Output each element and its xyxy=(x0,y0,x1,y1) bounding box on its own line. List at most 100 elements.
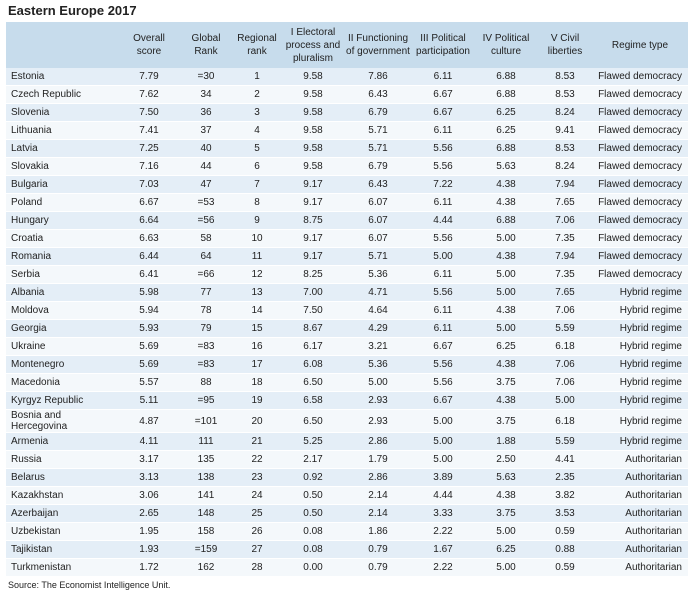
table-row: Romania 6.44 64 11 9.17 5.71 5.00 4.38 7.94 Flawe… xyxy=(6,247,688,266)
value-cell: 5.63 xyxy=(474,157,538,176)
value-cell: 1.79 xyxy=(344,450,412,469)
value-cell: 3 xyxy=(232,103,282,122)
value-cell: 8.75 xyxy=(282,211,344,230)
value-cell: 6.79 xyxy=(344,157,412,176)
value-cell: 9 xyxy=(232,211,282,230)
table-row: Turkmenistan 1.72 162 28 0.00 0.79 2.22 5.00 0.5… xyxy=(6,558,688,577)
header-row: Overall score Global Rank Regional rank I Elec… xyxy=(6,22,688,68)
value-cell: 64 xyxy=(180,247,232,266)
value-cell: 0.00 xyxy=(282,558,344,577)
value-cell: 9.17 xyxy=(282,247,344,266)
value-cell: =159 xyxy=(180,540,232,559)
value-cell: 2.86 xyxy=(344,432,412,451)
value-cell: 7.22 xyxy=(412,175,474,194)
value-cell: 5.71 xyxy=(344,139,412,158)
country-cell: Slovenia xyxy=(6,103,118,122)
regime-cell: Authoritarian xyxy=(592,558,688,577)
value-cell: 8.53 xyxy=(538,139,592,158)
country-cell: Estonia xyxy=(6,68,118,86)
value-cell: 5.36 xyxy=(344,265,412,284)
regime-cell: Authoritarian xyxy=(592,504,688,523)
header-line: pluralism xyxy=(292,52,333,64)
value-cell: 5.69 xyxy=(118,355,180,374)
value-cell: 1.72 xyxy=(118,558,180,577)
value-cell: 135 xyxy=(180,450,232,469)
header-line: III Political xyxy=(420,33,466,44)
value-cell: 9.58 xyxy=(282,157,344,176)
column-header: III Political participation xyxy=(412,22,474,68)
value-cell: 25 xyxy=(232,504,282,523)
value-cell: =83 xyxy=(180,355,232,374)
value-cell: 5.25 xyxy=(282,432,344,451)
regime-cell: Flawed democracy xyxy=(592,175,688,194)
column-header: IV Political culture xyxy=(474,22,538,68)
value-cell: 9.58 xyxy=(282,139,344,158)
table-row: Croatia 6.63 58 10 9.17 6.07 5.56 5.00 7.35 Flawe… xyxy=(6,229,688,248)
country-cell: Azerbaijan xyxy=(6,504,118,523)
value-cell: 4.38 xyxy=(474,301,538,320)
value-cell: 77 xyxy=(180,283,232,302)
value-cell: 6.67 xyxy=(412,337,474,356)
value-cell: 2.86 xyxy=(344,468,412,487)
value-cell: =101 xyxy=(180,409,232,433)
column-header: I Electoral process and pluralism xyxy=(282,22,344,68)
value-cell: 6 xyxy=(232,157,282,176)
value-cell: 5.00 xyxy=(474,265,538,284)
value-cell: 4.29 xyxy=(344,319,412,338)
value-cell: 21 xyxy=(232,432,282,451)
value-cell: 7 xyxy=(232,175,282,194)
value-cell: 2.14 xyxy=(344,486,412,505)
value-cell: =56 xyxy=(180,211,232,230)
value-cell: 7.62 xyxy=(118,85,180,104)
value-cell: 28 xyxy=(232,558,282,577)
value-cell: 4.38 xyxy=(474,391,538,410)
value-cell: 0.50 xyxy=(282,504,344,523)
value-cell: 2.35 xyxy=(538,468,592,487)
header-line: score xyxy=(136,46,162,57)
country-cell: Moldova xyxy=(6,301,118,320)
table-row: Poland 6.67 =53 8 9.17 6.07 6.11 4.38 7.65 Flawed… xyxy=(6,193,688,212)
regime-cell: Flawed democracy xyxy=(592,157,688,176)
header-line: I Electoral xyxy=(290,26,336,38)
value-cell: 7.50 xyxy=(282,301,344,320)
table-row: Georgia 5.93 79 15 8.67 4.29 6.11 5.00 5.59 Hybri… xyxy=(6,319,688,338)
country-cell: Tajikistan xyxy=(6,540,118,559)
header-line: participation xyxy=(416,46,470,57)
value-cell: 6.63 xyxy=(118,229,180,248)
value-cell: 0.50 xyxy=(282,486,344,505)
value-cell: 6.88 xyxy=(474,85,538,104)
regime-cell: Hybrid regime xyxy=(592,355,688,374)
value-cell: 88 xyxy=(180,373,232,392)
table-row: Hungary 6.64 =56 9 8.75 6.07 4.44 6.88 7.06 Flawe… xyxy=(6,211,688,230)
value-cell: 5.59 xyxy=(538,319,592,338)
value-cell: 5.00 xyxy=(412,247,474,266)
value-cell: 6.18 xyxy=(538,337,592,356)
header-line: of government xyxy=(346,46,410,57)
regime-cell: Flawed democracy xyxy=(592,103,688,122)
value-cell: 5.57 xyxy=(118,373,180,392)
regime-cell: Hybrid regime xyxy=(592,337,688,356)
header-line: Overall xyxy=(133,33,165,44)
value-cell: 20 xyxy=(232,409,282,433)
value-cell: 36 xyxy=(180,103,232,122)
value-cell: 6.25 xyxy=(474,103,538,122)
value-cell: 9.17 xyxy=(282,229,344,248)
value-cell: 40 xyxy=(180,139,232,158)
column-header: V Civil liberties xyxy=(538,22,592,68)
value-cell: 15 xyxy=(232,319,282,338)
value-cell: 5.00 xyxy=(344,373,412,392)
value-cell: 7.65 xyxy=(538,283,592,302)
value-cell: 1.86 xyxy=(344,522,412,541)
value-cell: 17 xyxy=(232,355,282,374)
value-cell: 7.06 xyxy=(538,301,592,320)
value-cell: 158 xyxy=(180,522,232,541)
value-cell: 6.67 xyxy=(118,193,180,212)
value-cell: 23 xyxy=(232,468,282,487)
value-cell: 6.11 xyxy=(412,265,474,284)
value-cell: 6.50 xyxy=(282,373,344,392)
country-cell: Montenegro xyxy=(6,355,118,374)
value-cell: 0.08 xyxy=(282,522,344,541)
value-cell: 1.67 xyxy=(412,540,474,559)
header-line: Regime type xyxy=(611,39,669,51)
country-cell: Czech Republic xyxy=(6,85,118,104)
